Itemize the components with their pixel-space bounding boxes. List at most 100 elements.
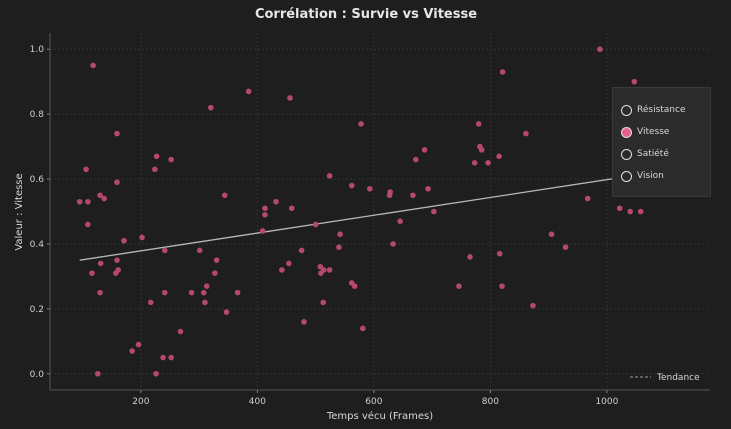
data-point (431, 208, 437, 215)
data-point (97, 260, 104, 267)
data-point (387, 189, 393, 195)
data-point (177, 328, 184, 335)
grid (50, 33, 710, 390)
chart-title: Corrélation : Survie vs Vitesse (255, 7, 477, 22)
data-point (259, 228, 266, 234)
data-point (153, 370, 159, 377)
data-point (223, 309, 230, 315)
data-point (213, 257, 220, 263)
data-point (499, 69, 506, 75)
data-point (326, 267, 333, 273)
data-point (115, 267, 121, 273)
data-point (287, 95, 293, 101)
data-point (496, 153, 502, 160)
data-point (312, 221, 319, 228)
legend-item-vision[interactable]: Vision (621, 169, 664, 183)
data-point (397, 218, 403, 225)
radio-icon (621, 148, 632, 160)
data-point (320, 299, 327, 306)
data-point (413, 156, 419, 163)
data-point (499, 283, 505, 289)
data-point (390, 241, 396, 247)
data-point (114, 179, 120, 186)
data-point (475, 121, 482, 127)
data-point (279, 267, 285, 273)
radio-icon (621, 170, 632, 182)
data-point (627, 208, 633, 215)
y-tick-label: 0.0 (30, 370, 45, 380)
data-point (597, 46, 603, 53)
trend-legend-label: Tendance (656, 373, 700, 383)
radio-icon (621, 104, 632, 116)
data-point (337, 231, 343, 238)
x-tick-label: 400 (249, 397, 266, 407)
legend-label: Vitesse (637, 127, 670, 137)
data-point (203, 283, 210, 289)
series-legend: Résistance Vitesse Satiété Vision (612, 87, 711, 197)
data-point (485, 160, 491, 166)
data-point (207, 104, 214, 111)
data-point (168, 354, 174, 361)
data-point (301, 319, 307, 325)
data-point (200, 289, 207, 296)
data-point (320, 267, 327, 273)
data-point (351, 283, 358, 289)
data-point (471, 160, 478, 166)
data-point (90, 62, 96, 69)
data-point (410, 192, 416, 199)
data-point (637, 208, 644, 215)
data-point (288, 205, 295, 212)
data-point (121, 237, 127, 244)
x-tick-label: 800 (482, 397, 499, 407)
data-point (273, 198, 279, 205)
data-point (161, 247, 168, 254)
data-point (631, 78, 638, 85)
data-point (496, 250, 503, 257)
data-point (584, 195, 591, 202)
data-point (85, 221, 91, 228)
data-point (153, 153, 160, 160)
data-point (76, 198, 83, 205)
legend-label: Vision (637, 171, 664, 181)
legend-item-satiete[interactable]: Satiété (621, 147, 669, 161)
data-point (336, 244, 342, 250)
data-point (523, 130, 529, 137)
data-point (467, 254, 473, 260)
data-point (348, 182, 355, 189)
data-point (421, 147, 428, 153)
data-point (161, 289, 168, 296)
data-point (245, 88, 252, 95)
trend-line (79, 173, 641, 261)
y-tick-label: 0.2 (30, 305, 44, 315)
legend-item-resistance[interactable]: Résistance (621, 103, 686, 117)
x-tick-label: 1000 (595, 397, 618, 407)
data-point (114, 130, 120, 137)
data-point (196, 247, 203, 254)
data-point (367, 185, 373, 192)
data-point (160, 354, 166, 361)
data-point (530, 302, 536, 309)
trend-line-segment (79, 173, 641, 261)
data-point (135, 341, 142, 348)
y-tick-label: 0.8 (30, 110, 45, 120)
data-point (97, 289, 103, 296)
data-point (262, 205, 268, 212)
data-point (425, 185, 431, 192)
data-point (262, 211, 268, 218)
y-tick-label: 0.6 (30, 175, 45, 185)
data-point (97, 192, 103, 199)
data-point (456, 283, 462, 289)
data-point (298, 247, 305, 254)
data-point (188, 289, 195, 296)
axes (47, 33, 710, 393)
legend-item-vitesse[interactable]: Vitesse (621, 125, 669, 139)
data-point (221, 192, 228, 199)
data-point (326, 173, 333, 179)
data-point (562, 244, 569, 250)
y-tick-label: 1.0 (30, 45, 45, 55)
data-point (548, 231, 555, 238)
data-point (286, 260, 292, 267)
data-point (129, 348, 135, 354)
legend-label: Satiété (637, 149, 669, 159)
